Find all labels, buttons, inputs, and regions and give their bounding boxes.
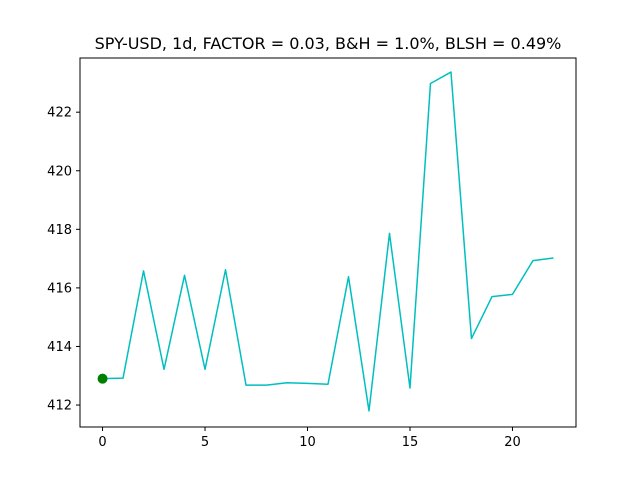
x-tick-label: 10 xyxy=(299,435,316,450)
series-line-0 xyxy=(102,71,554,412)
y-tick-label: 418 xyxy=(47,223,72,238)
y-tick-label: 420 xyxy=(47,164,72,179)
x-tick-label: 5 xyxy=(201,435,209,450)
y-tick-label: 412 xyxy=(47,399,72,414)
x-tick-label: 15 xyxy=(402,435,419,450)
plot-area xyxy=(97,71,554,412)
y-tick-label: 414 xyxy=(47,340,72,355)
x-tick-label: 0 xyxy=(98,435,106,450)
y-axis: 412 414 416 418 420 422 xyxy=(47,106,80,414)
y-tick-label: 422 xyxy=(47,106,72,121)
x-axis: 0 5 10 15 20 xyxy=(98,427,521,450)
axes-frame xyxy=(79,57,577,428)
chart-title: SPY-USD, 1d, FACTOR = 0.03, B&H = 1.0%, … xyxy=(95,34,562,53)
x-tick-label: 20 xyxy=(504,435,521,450)
start-marker xyxy=(97,373,108,384)
y-tick-label: 416 xyxy=(47,281,72,296)
